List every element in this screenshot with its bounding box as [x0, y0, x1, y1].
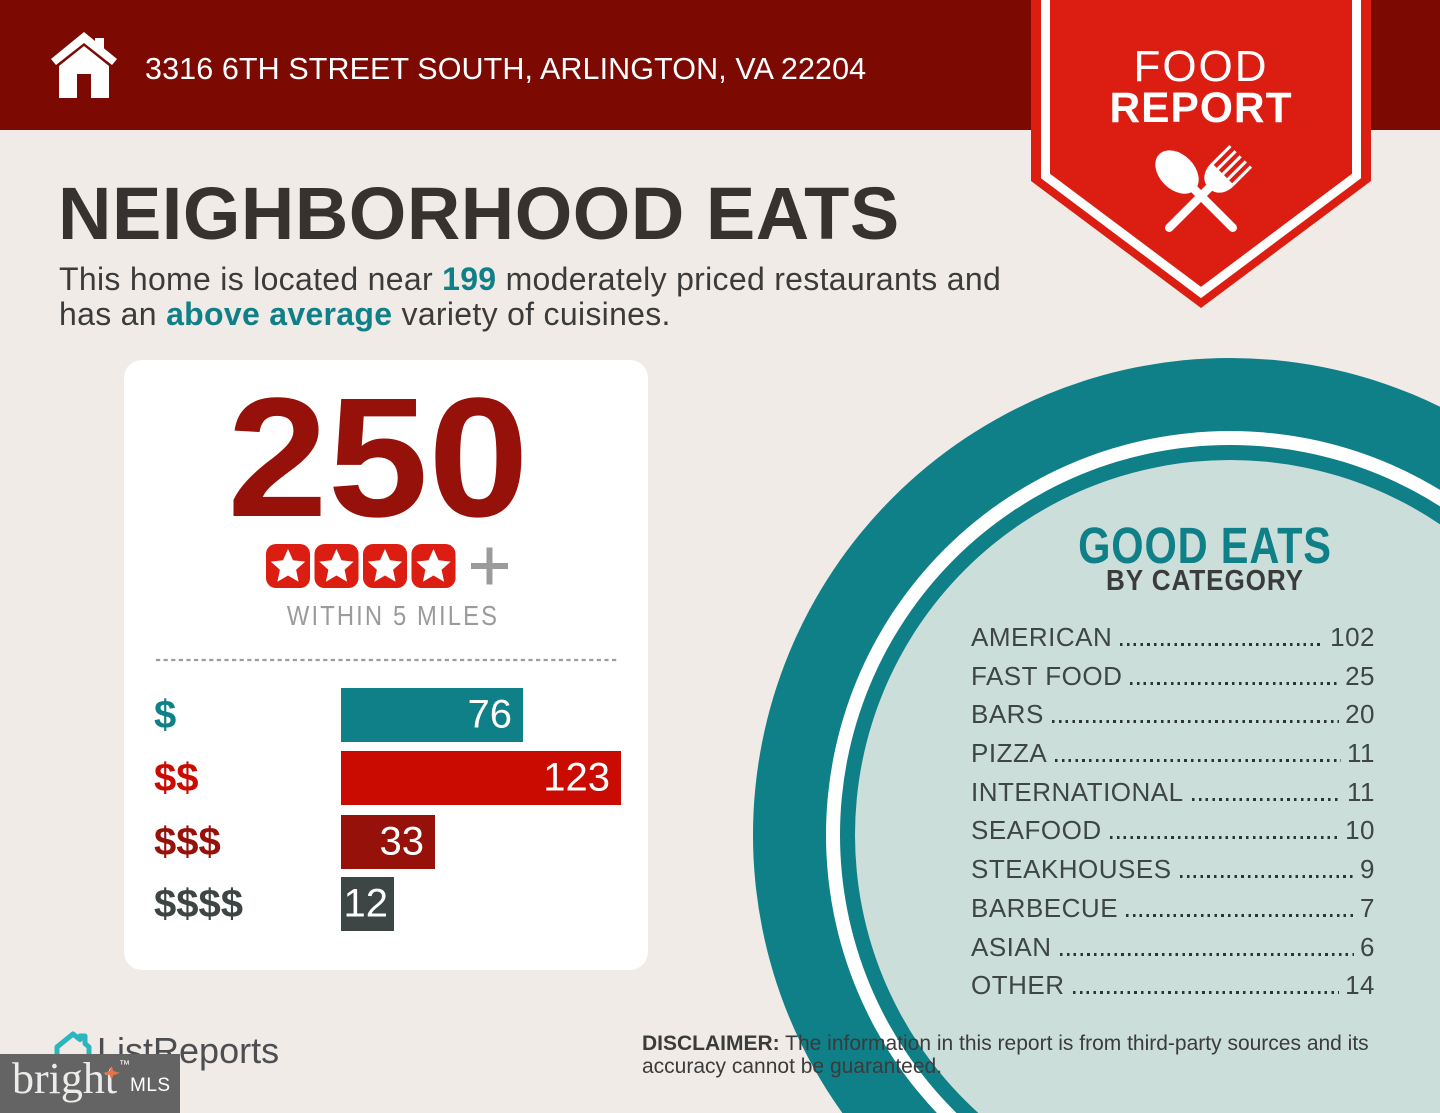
svg-text:REPORT: REPORT — [1109, 85, 1292, 132]
svg-text:FOOD: FOOD — [1133, 42, 1268, 91]
